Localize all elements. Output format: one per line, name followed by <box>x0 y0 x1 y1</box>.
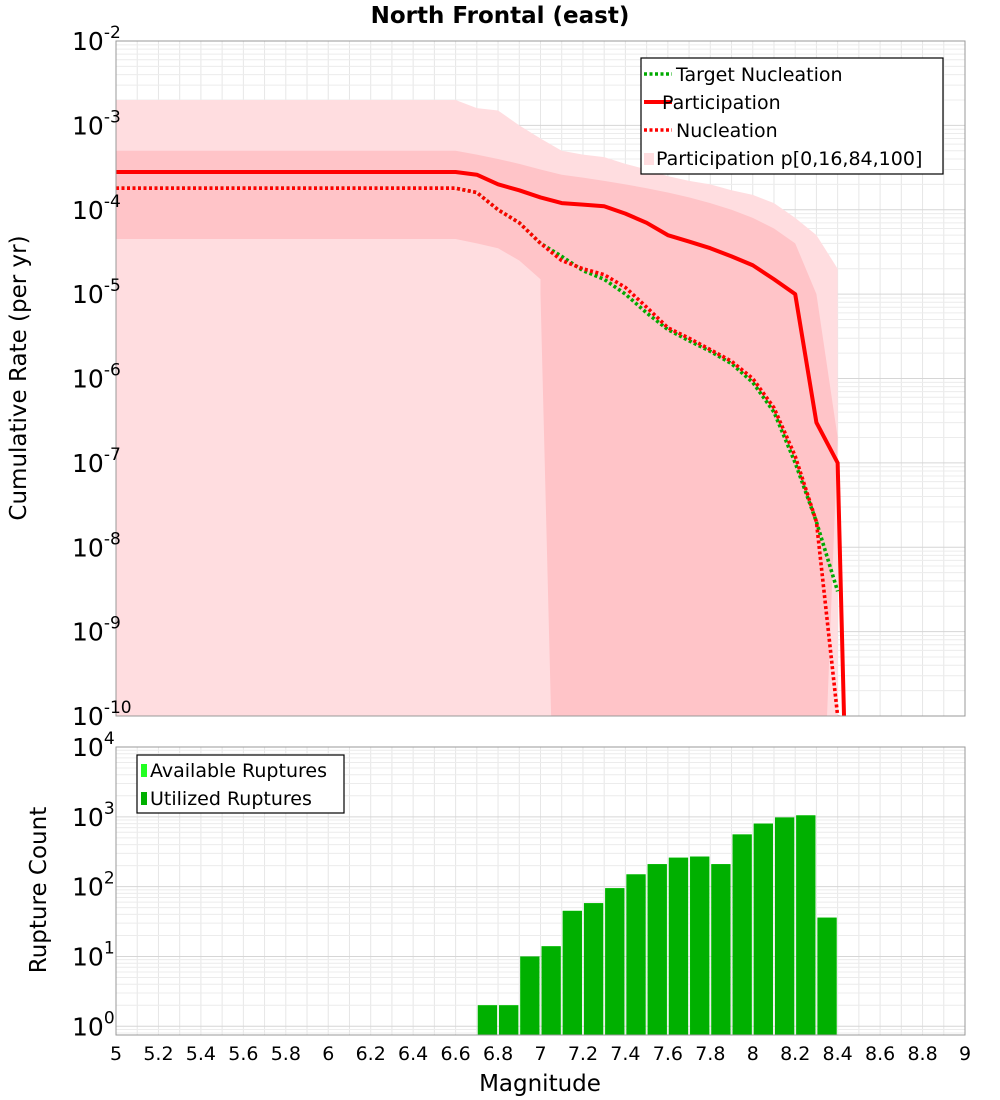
bottom-chart-legend-swatch <box>141 764 147 777</box>
bottom-chart-y-tick-label: 101 <box>72 938 115 971</box>
bottom-chart-x-tick-label: 6.8 <box>483 1043 513 1065</box>
utilized-ruptures-bar <box>711 864 731 1035</box>
bottom-chart-x-tick-label: 5 <box>110 1043 122 1065</box>
bottom-chart-x-tick-label: 8 <box>747 1043 759 1065</box>
bottom-chart-legend: Available Ruptures Utilized Ruptures <box>136 754 345 814</box>
bottom-chart-legend-label: Utilized Ruptures <box>150 788 312 810</box>
bottom-chart-y-tick-label: 104 <box>72 729 115 762</box>
bottom-chart-xlabel: Magnitude <box>479 1071 601 1097</box>
participation-line <box>116 170 847 717</box>
bottom-chart-x-tick-label: 5.4 <box>186 1043 216 1065</box>
bottom-chart-x-tick-label: 7 <box>534 1043 546 1065</box>
bottom-chart-x-tick-label: 6.4 <box>398 1043 428 1065</box>
bottom-chart-x-tick-label: 5.6 <box>228 1043 258 1065</box>
top-chart-plot-area: 10-2 10-3 10-4 10-5 10-6 10-7 10-8 10-9 10-10 Tar… <box>72 23 966 731</box>
bottom-chart-legend-label: Available Ruptures <box>150 760 327 782</box>
top-chart-ylabel: Cumulative Rate (per yr) <box>6 235 32 520</box>
bottom-chart-y-tick-label: 102 <box>72 869 115 902</box>
bottom-chart-x-tick-label: 5.2 <box>143 1043 173 1065</box>
bottom-chart-x-tick-label: 7.8 <box>695 1043 725 1065</box>
utilized-ruptures-bar <box>583 903 604 1035</box>
bottom-chart-x-tick-label: 6.6 <box>440 1043 470 1065</box>
utilized-ruptures-bar <box>647 864 667 1035</box>
utilized-ruptures-bar <box>605 888 625 1035</box>
top-chart-legend-label: Target Nucleation <box>675 64 843 86</box>
utilized-ruptures-bar <box>796 815 816 1035</box>
top-chart-y-tick-label: 10-2 <box>72 23 121 56</box>
utilized-ruptures-bar <box>817 917 837 1035</box>
bottom-chart-x-tick-label: 8.2 <box>780 1043 810 1065</box>
participation-band-inner <box>116 150 838 716</box>
bottom-chart-y-tick-label: 100 <box>72 1008 115 1041</box>
utilized-ruptures-bar <box>477 1005 498 1035</box>
nucleation-line <box>116 186 840 717</box>
top-chart-y-tick-label: 10-4 <box>72 192 121 225</box>
bottom-chart-x-tick-label: 5.8 <box>271 1043 301 1065</box>
bottom-chart-x-tick-label: 6.2 <box>356 1043 386 1065</box>
utilized-ruptures-bar <box>690 856 710 1035</box>
bottom-chart-legend-swatch <box>141 792 147 805</box>
top-chart-y-tick-label: 10-9 <box>72 614 121 647</box>
bottom-chart-x-tick-label: 8.4 <box>823 1043 853 1065</box>
utilized-ruptures-bar <box>520 956 540 1035</box>
utilized-ruptures-bar <box>668 857 689 1035</box>
top-chart-y-tick-label: 10-5 <box>72 276 121 309</box>
bottom-chart-legend-box <box>136 754 345 814</box>
top-chart-legend: Target Nucleation Participation Nucleation… <box>640 57 944 175</box>
utilized-ruptures-bar <box>774 817 795 1035</box>
bottom-chart-frame <box>115 746 966 1036</box>
top-chart-y-tick-label: 10-8 <box>72 529 121 562</box>
utilized-ruptures-bar <box>541 946 561 1035</box>
top-chart-y-tick-label: 10-7 <box>72 445 121 478</box>
top-chart-title: North Frontal (east) <box>371 3 630 29</box>
bottom-chart-x-tick-label: 7.6 <box>653 1043 683 1065</box>
bottom-chart-x-tick-label: 6 <box>322 1043 334 1065</box>
bottom-chart-ylabel: Rupture Count <box>26 807 52 973</box>
top-chart-legend-box <box>640 57 944 175</box>
top-chart-legend-swatch <box>644 153 654 165</box>
top-chart-y-tick-label: 10-10 <box>72 698 132 731</box>
bottom-chart-x-tick-label: 7.4 <box>610 1043 640 1065</box>
top-chart-legend-label: Participation p[0,16,84,100] <box>656 148 922 170</box>
bottom-chart-x-tick-label: 8.8 <box>907 1043 937 1065</box>
bottom-chart-x-tick-label: 9 <box>959 1043 971 1065</box>
utilized-ruptures-bar <box>732 834 752 1035</box>
top-chart-legend-label: Nucleation <box>676 120 778 142</box>
bottom-chart-x-tick-label: 7.2 <box>568 1043 598 1065</box>
utilized-ruptures-bar <box>562 910 582 1035</box>
utilized-ruptures-bar <box>626 874 646 1035</box>
top-chart-y-tick-label: 10-3 <box>72 107 121 140</box>
utilized-ruptures-bar <box>499 1005 519 1035</box>
utilized-ruptures-bar <box>753 823 773 1035</box>
top-chart-y-tick-label: 10-6 <box>72 361 121 394</box>
top-chart-legend-label: Participation <box>662 92 781 114</box>
bottom-chart-y-tick-label: 103 <box>72 799 115 832</box>
top-chart-frame <box>115 40 966 717</box>
bottom-chart-x-tick-label: 8.6 <box>865 1043 895 1065</box>
